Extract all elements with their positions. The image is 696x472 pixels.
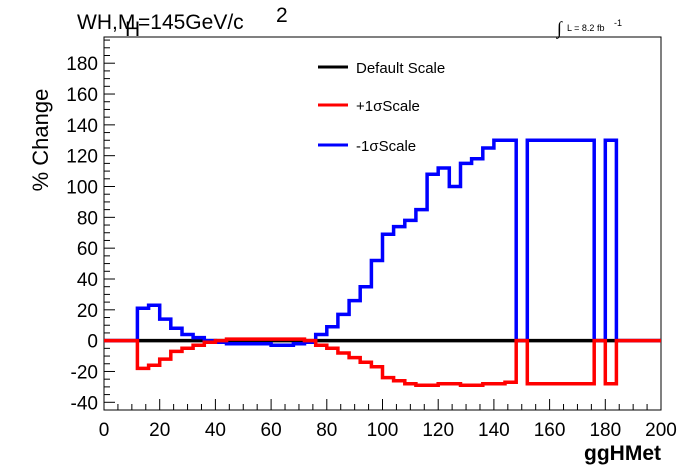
x-tick-label-160: 160 (534, 420, 566, 441)
legend-label-default: Default Scale (356, 60, 445, 77)
axis-ticks: 0 20 40 60 80 100 120 140 160 180 200 -40 -20 0 20 40 60… (66, 39, 677, 441)
y-tick-label-180: 180 (66, 54, 98, 75)
x-tick-label-0: 0 (99, 420, 110, 441)
x-axis-title: ggHMet (584, 442, 661, 465)
y-tick-label-160: 160 (66, 85, 98, 106)
x-tick-label-140: 140 (478, 420, 510, 441)
series-line-plus1sigma (104, 337, 661, 388)
x-tick-label-100: 100 (367, 420, 399, 441)
y-axis-title: % Change (28, 89, 53, 192)
y-tick-label-80: 80 (77, 208, 98, 229)
y-tick-label-140: 140 (66, 116, 98, 137)
x-tick-label-60: 60 (261, 420, 282, 441)
title-subscript: H (125, 18, 140, 41)
title-rest: =145GeV/c (138, 11, 244, 34)
series-layer (104, 138, 661, 388)
luminosity-label: ∫ L = 8.2 fb -1 (556, 18, 622, 39)
chart-title: WH,M H =145GeV/c 2 (77, 4, 288, 41)
title-superscript: 2 (276, 4, 288, 27)
x-tick-label-20: 20 (149, 420, 170, 441)
lumi-integral-symbol: ∫ (556, 18, 563, 39)
lumi-text: L = 8.2 fb (567, 23, 604, 33)
legend-label-plus1sigma: +1σScale (356, 98, 420, 115)
title-main: WH,M (77, 11, 135, 34)
y-tick-label-20: 20 (77, 301, 98, 322)
legend-label-minus1sigma: -1σScale (356, 138, 416, 155)
y-tick-label-100: 100 (66, 178, 98, 199)
y-tick-label-40: 40 (77, 270, 98, 291)
x-tick-label-200: 200 (645, 420, 677, 441)
x-tick-label-40: 40 (205, 420, 226, 441)
legend: Default Scale +1σScale -1σScale (318, 60, 445, 155)
y-tick-label-120: 120 (66, 147, 98, 168)
lumi-superscript: -1 (614, 18, 622, 28)
y-tick-label-0: 0 (87, 332, 98, 353)
y-tick-label--20: -20 (71, 362, 98, 383)
series-line-minus1sigma (104, 138, 661, 348)
x-tick-label-180: 180 (589, 420, 621, 441)
plot-frame (103, 36, 662, 411)
y-tick-label--40: -40 (71, 393, 98, 414)
x-tick-label-120: 120 (422, 420, 454, 441)
x-tick-label-80: 80 (316, 420, 337, 441)
y-tick-label-60: 60 (77, 239, 98, 260)
